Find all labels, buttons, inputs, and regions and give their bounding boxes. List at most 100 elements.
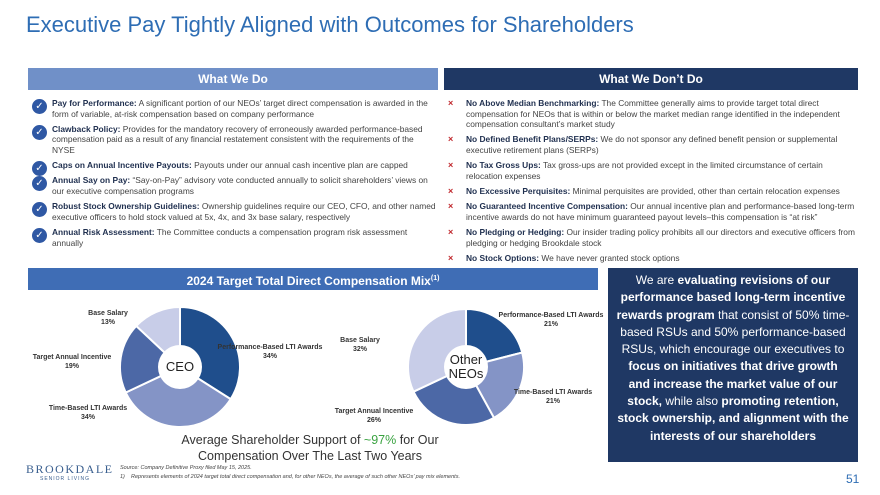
callout-part: while also xyxy=(661,394,722,409)
slice-value: 34% xyxy=(80,414,95,421)
item-text: The Committee conducts a compensation pr… xyxy=(52,226,408,248)
slice-label: Target Annual Incentive 19% xyxy=(17,353,127,371)
bullet-icon: ✓ xyxy=(32,202,47,218)
item-text: A significant portion of our NEOs’ targe… xyxy=(52,98,428,119)
list-item: × No Excessive Perquisites: Minimal perqu… xyxy=(444,186,858,197)
slice-category: Time-Based LTI Awards xyxy=(513,389,593,396)
pie-center-label: Other NEOs xyxy=(448,352,484,381)
caption-part: for Our Compensation Over The Last Two Y… xyxy=(198,433,439,463)
logo: BROOKDALE xyxy=(26,462,114,476)
list-item: × No Tax Gross Ups: Tax gross-ups are not… xyxy=(444,160,858,181)
slice-label: Time-Based LTI Awards 21% xyxy=(498,388,608,406)
pie-center-label: CEO xyxy=(165,359,195,374)
slice-label: Performance-Based LTI Awards 21% xyxy=(496,311,606,329)
list-item: × No Stock Options: We have never granted… xyxy=(444,253,858,264)
item-text: Tax gross-ups are not provided except in… xyxy=(466,160,823,181)
list-item: ✓ Clawback Policy: Provides for the manda… xyxy=(30,124,438,156)
item-text: Our insider trading policy prohibits all… xyxy=(466,226,855,248)
footnote-line: 1) Represents elements of 2024 target to… xyxy=(120,473,460,482)
slice-label: Base Salary 13% xyxy=(53,309,163,327)
list-item: ✓ Pay for Performance: A significant port… xyxy=(30,98,438,119)
list-item: × No Pledging or Hedging: Our insider tra… xyxy=(444,227,858,248)
item-text: Minimal perquisites are provided, other … xyxy=(572,185,840,196)
mix-title: 2024 Target Total Direct Compensation Mi… xyxy=(186,274,431,288)
item-text: We do not sponsor any defined benefit pe… xyxy=(466,134,838,155)
page-number: 51 xyxy=(846,472,860,486)
logo-sub: SENIOR LIVING xyxy=(40,476,90,482)
slice-value: 32% xyxy=(352,346,367,353)
slice-category: Target Annual Incentive xyxy=(334,408,414,415)
item-term: Caps on Annual Incentive Payouts: xyxy=(52,160,192,171)
caption-part: ~97% xyxy=(363,433,397,447)
item-term: No Excessive Perquisites: xyxy=(466,185,571,196)
item-text: The Committee generally aims to provide … xyxy=(466,98,840,130)
callout-part: that consist of 50% time-based RSUs and … xyxy=(620,307,850,357)
bullet-icon: × xyxy=(448,185,454,196)
footer-notes: Source: Company Definitive Proxy filed M… xyxy=(120,464,460,482)
title: Executive Pay Tightly Aligned with Outco… xyxy=(26,12,634,37)
bullet-icon: × xyxy=(448,98,454,108)
item-text: We have never granted stock options xyxy=(541,252,680,263)
bullet-icon: ✓ xyxy=(32,227,47,243)
slice-category: Target Annual Incentive xyxy=(32,354,112,361)
slice-category: Time-Based LTI Awards xyxy=(48,405,128,412)
mix-heading: 2024 Target Total Direct Compensation Mi… xyxy=(28,268,598,290)
slice-value: 21% xyxy=(543,321,558,328)
source: Source: Company Definitive Proxy filed M… xyxy=(120,465,252,471)
item-term: Pay for Performance: xyxy=(52,98,137,108)
slice-label: Target Annual Incentive 26% xyxy=(319,407,429,425)
caption-part: Average Shareholder Support of xyxy=(181,433,364,447)
dont-list: × No Above Median Benchmarking: The Commi… xyxy=(444,98,858,268)
item-text: “Say-on-Pay” advisory vote conducted ann… xyxy=(52,175,428,196)
pie-hole xyxy=(158,345,202,389)
item-text: Ownership guidelines require our CEO, CF… xyxy=(52,201,436,222)
caption: Average Shareholder Support of ~97% for … xyxy=(170,432,450,464)
slice-category: Performance-Based LTI Awards xyxy=(498,312,604,319)
bullet-icon: ✓ xyxy=(32,176,47,192)
slice-label: Performance-Based LTI Awards 34% xyxy=(215,343,325,361)
slice-value: 19% xyxy=(64,363,79,370)
list-item: ✓ Robust Stock Ownership Guidelines: Owne… xyxy=(30,201,438,222)
callout-part: evaluating revisions of our performance … xyxy=(616,273,846,322)
pie-slice xyxy=(124,365,233,428)
item-text: Our annual incentive plan and performanc… xyxy=(466,201,855,222)
list-item: × No Above Median Benchmarking: The Commi… xyxy=(444,98,858,130)
item-term: No Guaranteed Incentive Compensation: xyxy=(466,201,628,212)
slice-value: 34% xyxy=(262,353,277,360)
item-term: Annual Say on Pay: xyxy=(52,175,131,186)
item-term: No Defined Benefit Plans/SERPs: xyxy=(466,134,599,145)
bullet-icon: × xyxy=(448,134,454,145)
item-term: Annual Risk Assessment: xyxy=(52,226,155,237)
footnote-num: 1) xyxy=(120,474,125,480)
item-term: No Pledging or Hedging: xyxy=(466,226,565,237)
bullet-icon: × xyxy=(448,201,454,212)
dont-heading: What We Don’t Do xyxy=(444,68,858,90)
do-heading: What We Do xyxy=(28,68,438,90)
slice-label: Base Salary 32% xyxy=(305,336,415,354)
list-item: ✓ Caps on Annual Incentive Payouts: Payou… xyxy=(30,160,438,177)
callout-part: focus on initiatives that drive growth a… xyxy=(627,359,838,409)
slice-category: Base Salary xyxy=(88,310,128,317)
callout-part: We are xyxy=(635,273,678,287)
item-term: No Above Median Benchmarking: xyxy=(466,98,600,108)
bullet-icon: ✓ xyxy=(32,124,47,140)
list-item: × No Defined Benefit Plans/SERPs: We do n… xyxy=(444,134,858,155)
item-term: Robust Stock Ownership Guidelines: xyxy=(52,201,200,212)
bullet-icon: ✓ xyxy=(32,161,47,177)
callout: We are evaluating revisions of our perfo… xyxy=(608,268,858,462)
list-item: ✓ Annual Risk Assessment: The Committee c… xyxy=(30,227,438,248)
item-text: Provides for the mandatory recovery of e… xyxy=(52,123,423,155)
list-item: ✓ Annual Say on Pay: “Say-on-Pay” advisor… xyxy=(30,175,438,196)
item-term: No Tax Gross Ups: xyxy=(466,160,541,171)
slice-value: 21% xyxy=(545,398,560,405)
item-text: Payouts under our annual cash incentive … xyxy=(194,160,408,171)
slice-category: Base Salary xyxy=(340,337,380,344)
bullet-icon: ✓ xyxy=(32,99,47,114)
item-term: Clawback Policy: xyxy=(52,123,121,134)
mix-note: (1) xyxy=(430,275,440,282)
item-term: No Stock Options: xyxy=(466,252,540,263)
slice-value: 13% xyxy=(100,319,115,326)
slice-category: Performance-Based LTI Awards xyxy=(217,344,323,351)
